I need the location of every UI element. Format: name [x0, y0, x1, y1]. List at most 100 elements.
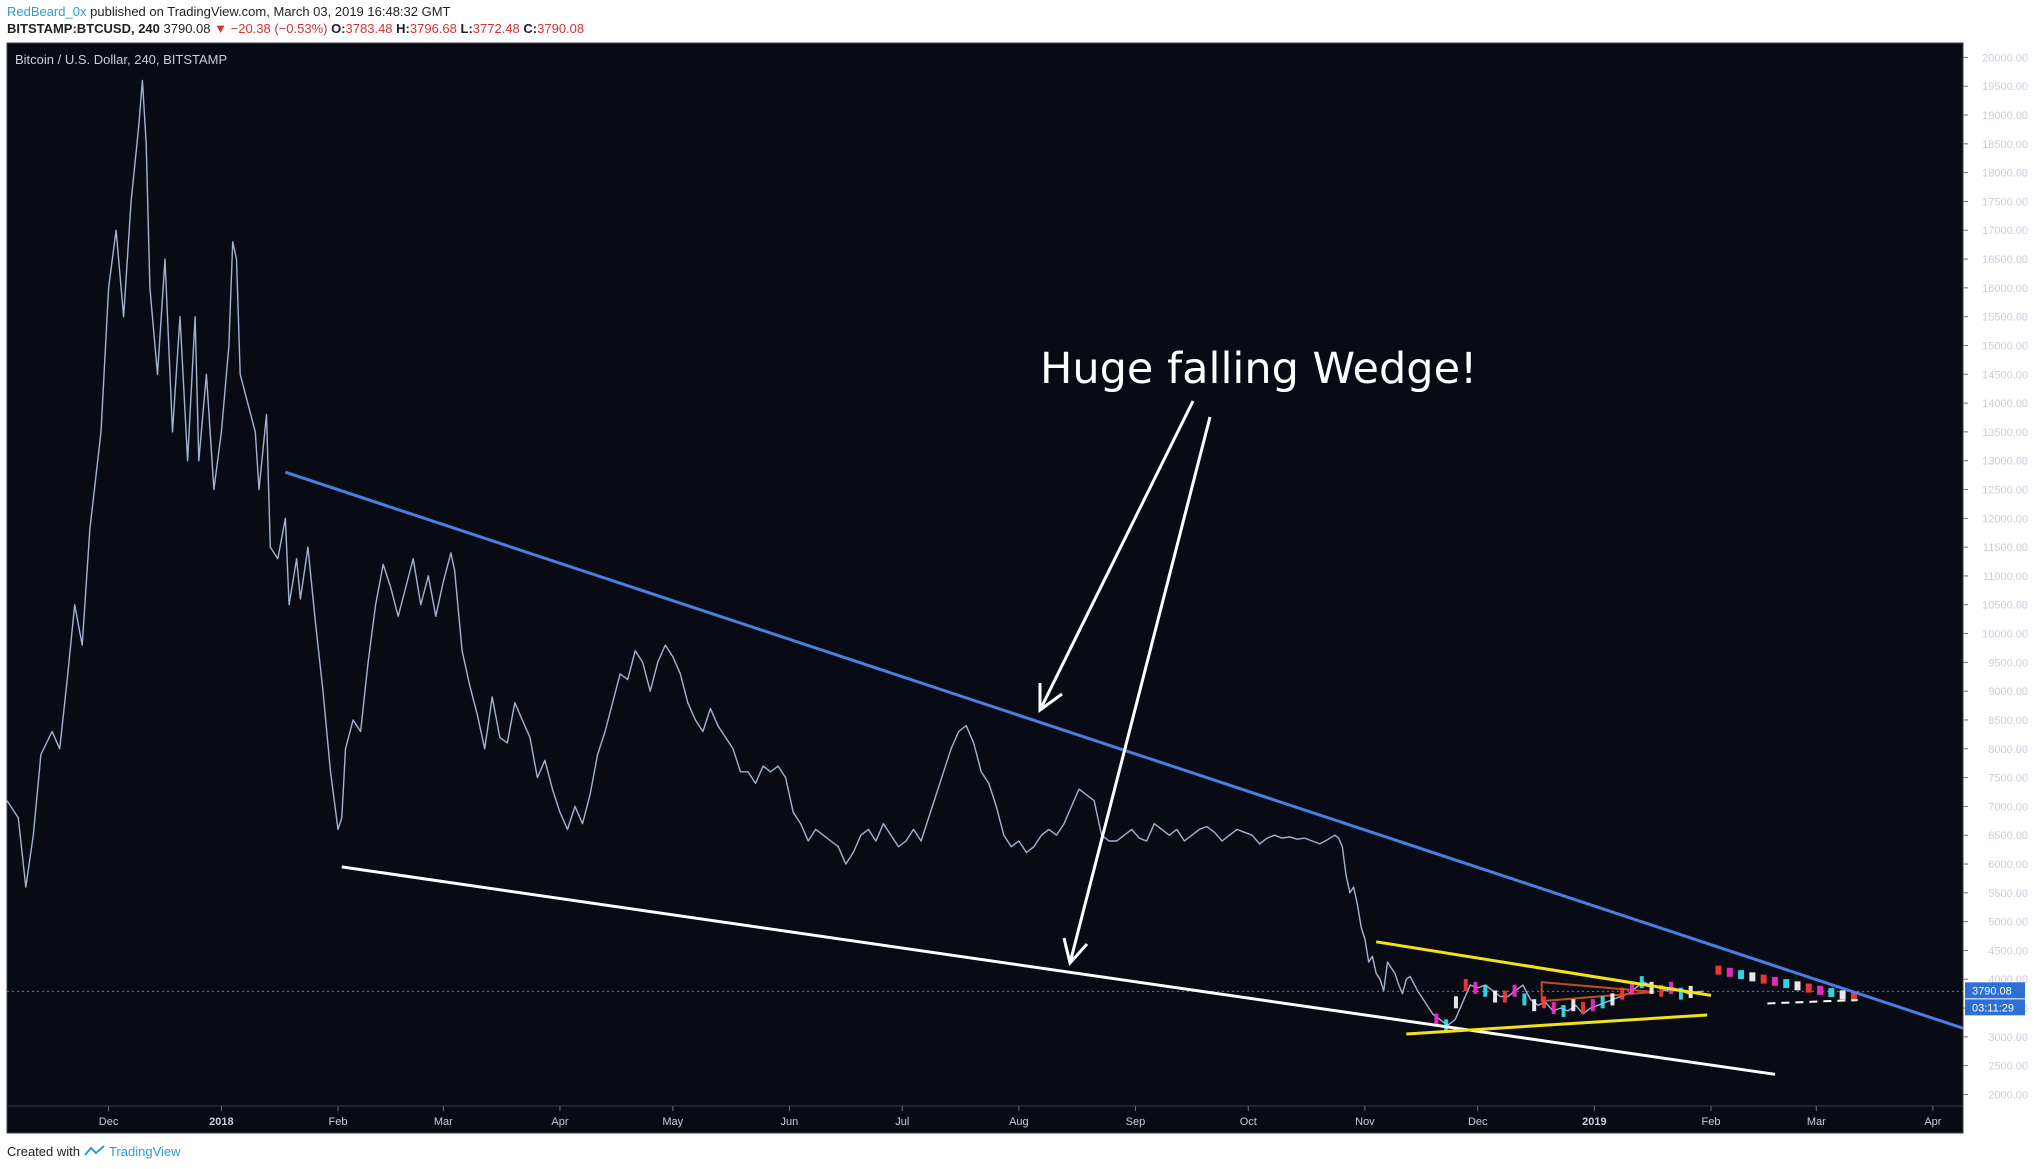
pattern-candle-mark [1581, 1002, 1586, 1015]
projected-pattern-mark [1794, 981, 1801, 991]
x-tick-label: 2018 [209, 1116, 233, 1128]
pattern-candle-mark [1610, 993, 1615, 1006]
pattern-candle-mark [1629, 981, 1634, 994]
y-tick-label: 10500.00 [1982, 600, 2028, 612]
projected-pattern-mark [1817, 985, 1824, 995]
trendline-small-wedge-bottom[interactable] [1406, 1013, 1708, 1036]
last-value: 3790.08 [163, 21, 211, 36]
chart-background [7, 43, 1963, 1133]
pattern-candle-mark [1541, 996, 1546, 1009]
x-tick-label: Jun [781, 1116, 799, 1128]
symbol-label: BITSTAMP:BTCUSD, 240 [7, 21, 160, 36]
pattern-candle-mark [1434, 1013, 1439, 1026]
pattern-candle-mark [1659, 984, 1664, 997]
annotation-arrow-lower [1062, 416, 1212, 967]
y-tick-label: 6500.00 [1988, 830, 2028, 842]
y-tick-label: 2500.00 [1988, 1061, 2028, 1073]
x-tick-label: Mar [1807, 1116, 1826, 1128]
created-with-text: Created with [7, 1144, 80, 1159]
y-axis: 20000.00 19500.00 19000.00 18500.00 18000.00… [1963, 52, 2028, 1101]
close-value: 3790.08 [537, 21, 585, 36]
y-tick-label: 5500.00 [1988, 888, 2028, 900]
y-tick-label: 15000.00 [1982, 340, 2028, 352]
y-tick-label: 18000.00 [1982, 168, 2028, 180]
pattern-candle-mark [1502, 990, 1507, 1003]
high-value: 3796.68 [409, 21, 457, 36]
low-value: 3772.48 [472, 21, 520, 36]
footer: Created with TradingView [7, 1144, 181, 1159]
y-tick-label: 8500.00 [1988, 715, 2028, 727]
x-tick-label: Sep [1126, 1116, 1146, 1128]
y-tick-label: 17000.00 [1982, 225, 2028, 237]
y-tick-label: 19000.00 [1982, 110, 2028, 122]
pattern-candle-mark [1532, 999, 1537, 1012]
x-tick-label: Apr [551, 1116, 568, 1128]
publish-info: RedBeard_0x published on TradingView.com… [7, 4, 451, 19]
x-tick-label: May [662, 1116, 683, 1128]
pattern-candle-mark [1571, 999, 1576, 1012]
y-tick-label: 18500.00 [1982, 139, 2028, 151]
pattern-candle-mark [1551, 1002, 1556, 1015]
drawing-overlays [1434, 965, 1858, 1032]
x-tick-label: Feb [1701, 1116, 1720, 1128]
trendline-small-wedge-top[interactable] [1375, 940, 1712, 997]
pattern-candle-mark [1483, 984, 1488, 997]
x-tick-label: Dec [99, 1116, 119, 1128]
y-tick-label: 10000.00 [1982, 629, 2028, 641]
y-tick-label: 11500.00 [1983, 542, 2028, 554]
projected-pattern-mark [1839, 990, 1846, 1000]
x-tick-label: Oct [1240, 1116, 1257, 1128]
high-label: H: [396, 21, 410, 36]
y-tick-label: 6000.00 [1988, 859, 2028, 871]
pattern-candle-mark [1590, 999, 1595, 1012]
projected-pattern-mark [1828, 988, 1835, 998]
projected-pattern-mark [1850, 992, 1857, 1002]
projected-pattern-mark [1738, 970, 1745, 980]
x-axis: Dec 2018 Feb Mar Apr May Jun Jul Aug Sep Oct Nov Dec… [99, 1106, 1942, 1128]
pattern-candle-mark [1561, 1004, 1566, 1017]
last-price-badge [1965, 982, 2025, 999]
chart-title: Bitcoin / U.S. Dollar, 240, BITSTAMP [15, 52, 227, 67]
pattern-candle-mark [1639, 976, 1644, 989]
author-link[interactable]: RedBeard_0x [7, 4, 87, 19]
tradingview-brand-link[interactable]: TradingView [109, 1144, 181, 1159]
y-tick-label: 13000.00 [1982, 456, 2028, 468]
annotation-arrow-upper [1038, 400, 1195, 713]
y-tick-label: 8000.00 [1988, 744, 2028, 756]
projected-pattern-mark [1715, 965, 1722, 975]
y-tick-label: 14500.00 [1982, 369, 2028, 381]
y-tick-label: 16500.00 [1982, 254, 2028, 266]
x-tick-label: Feb [329, 1116, 348, 1128]
published-text: published on TradingView.com, March 03, … [90, 4, 451, 19]
projected-pattern-mark [1726, 967, 1733, 977]
x-tick-label: Mar [434, 1116, 453, 1128]
y-tick-label: 3000.00 [1988, 1032, 2028, 1044]
y-tick-label: 19500.00 [1982, 81, 2028, 93]
pattern-candle-mark [1600, 996, 1605, 1009]
open-label: O: [331, 21, 346, 36]
pattern-candle-mark [1473, 981, 1478, 994]
y-tick-label: 4500.00 [1988, 945, 2028, 957]
pattern-candle-mark [1649, 981, 1654, 994]
x-tick-label: Jul [895, 1116, 909, 1128]
pattern-candle-mark [1678, 987, 1683, 1000]
x-tick-label: Aug [1009, 1116, 1029, 1128]
last-price-label: 3790.08 [1972, 985, 2012, 997]
pattern-candle-mark [1522, 993, 1527, 1006]
change-value: ▼ −20.38 (−0.53%) [214, 21, 328, 36]
pattern-candle-mark [1620, 987, 1625, 1000]
pattern-candle-mark [1493, 990, 1498, 1003]
x-tick-label: 2019 [1582, 1116, 1606, 1128]
projected-pattern-mark [1749, 972, 1756, 982]
projected-pattern-mark [1805, 983, 1812, 993]
countdown-label: 03:11:29 [1972, 1002, 2014, 1014]
y-tick-label: 9500.00 [1988, 657, 2028, 669]
y-tick-label: 2000.00 [1988, 1089, 2028, 1101]
price-series-line [6, 79, 1704, 1027]
x-tick-label: Apr [1924, 1116, 1941, 1128]
y-tick-label: 12500.00 [1982, 485, 2028, 497]
trendline-lower[interactable] [341, 865, 1776, 1076]
y-tick-label: 14000.00 [1982, 398, 2028, 410]
y-tick-label: 11000.00 [1983, 571, 2028, 583]
